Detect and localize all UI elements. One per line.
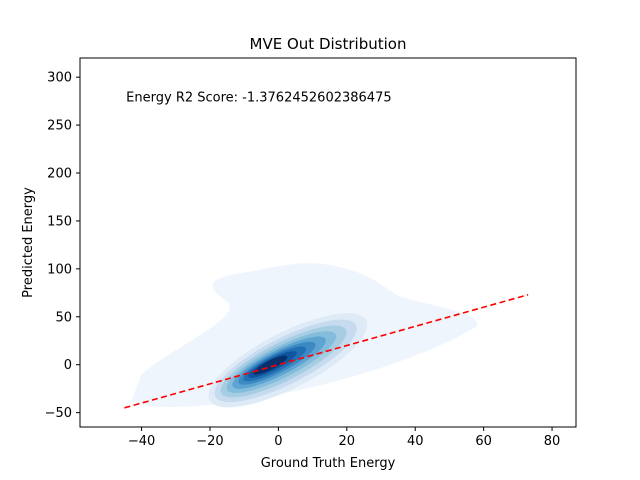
y-tick-label: 300	[47, 71, 72, 86]
x-tick-label: 40	[407, 434, 424, 449]
y-tick-label: 100	[47, 262, 72, 277]
x-tick-label: 20	[339, 434, 356, 449]
x-tick-label: −40	[128, 434, 155, 449]
y-tick-label: 50	[55, 310, 72, 325]
density-contours	[131, 263, 478, 408]
x-tick-label: 80	[544, 434, 561, 449]
x-tick-label: 60	[475, 434, 492, 449]
y-tick-label: 150	[47, 214, 72, 229]
x-axis: −40 −20 0 20 40 60 80	[128, 427, 560, 449]
x-tick-label: −20	[196, 434, 223, 449]
x-axis-label: Ground Truth Energy	[261, 456, 396, 471]
y-axis: −50 0 50 100 150 200 250 300	[45, 71, 80, 421]
y-tick-label: −50	[45, 406, 72, 421]
chart-title: MVE Out Distribution	[250, 35, 407, 53]
y-axis-label: Predicted Energy	[21, 187, 36, 298]
y-tick-label: 200	[47, 167, 72, 182]
x-tick-label: 0	[274, 434, 282, 449]
y-tick-label: 0	[64, 358, 72, 373]
reference-line	[124, 293, 529, 409]
r2-annotation: Energy R2 Score: -1.3762452602386475	[126, 90, 391, 105]
y-tick-label: 250	[47, 119, 72, 134]
plot-frame	[79, 57, 577, 428]
